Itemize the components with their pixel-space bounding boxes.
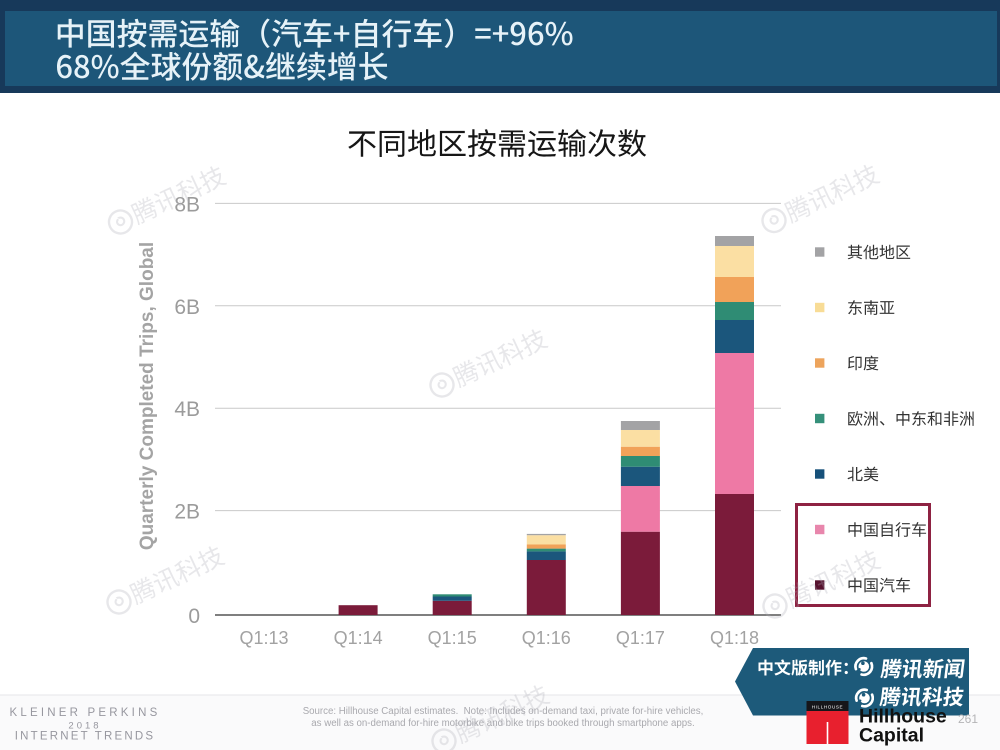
svg-text:as well as on-demand for-hire: as well as on-demand for-hire motorbike …: [311, 718, 694, 729]
svg-text:8B: 8B: [174, 193, 200, 216]
svg-text:261: 261: [958, 712, 978, 726]
svg-text:Hillhouse: Hillhouse: [859, 706, 947, 728]
svg-text:4B: 4B: [174, 398, 200, 421]
svg-text:KLEINER PERKINS: KLEINER PERKINS: [10, 707, 161, 719]
svg-text:Q1:15: Q1:15: [428, 628, 477, 648]
svg-text:Capital: Capital: [859, 725, 924, 747]
svg-text:0: 0: [188, 605, 200, 628]
svg-text:Q1:13: Q1:13: [239, 628, 288, 648]
svg-text:Q1:18: Q1:18: [710, 628, 759, 648]
svg-text:Q1:17: Q1:17: [616, 628, 665, 648]
svg-text:Quarterly Completed Trips, Glo: Quarterly Completed Trips, Global: [137, 242, 158, 550]
svg-text:HILLHOUSE: HILLHOUSE: [812, 705, 843, 710]
svg-text:2B: 2B: [174, 501, 200, 524]
svg-text:Q1:14: Q1:14: [334, 628, 383, 648]
svg-text:2018: 2018: [68, 721, 101, 732]
svg-text:6B: 6B: [174, 296, 200, 319]
svg-text:INTERNET TRENDS: INTERNET TRENDS: [15, 731, 156, 743]
svg-text:Source: Hillhouse Capital esti: Source: Hillhouse Capital estimates. Not…: [303, 706, 704, 717]
svg-text:Q1:16: Q1:16: [522, 628, 571, 648]
